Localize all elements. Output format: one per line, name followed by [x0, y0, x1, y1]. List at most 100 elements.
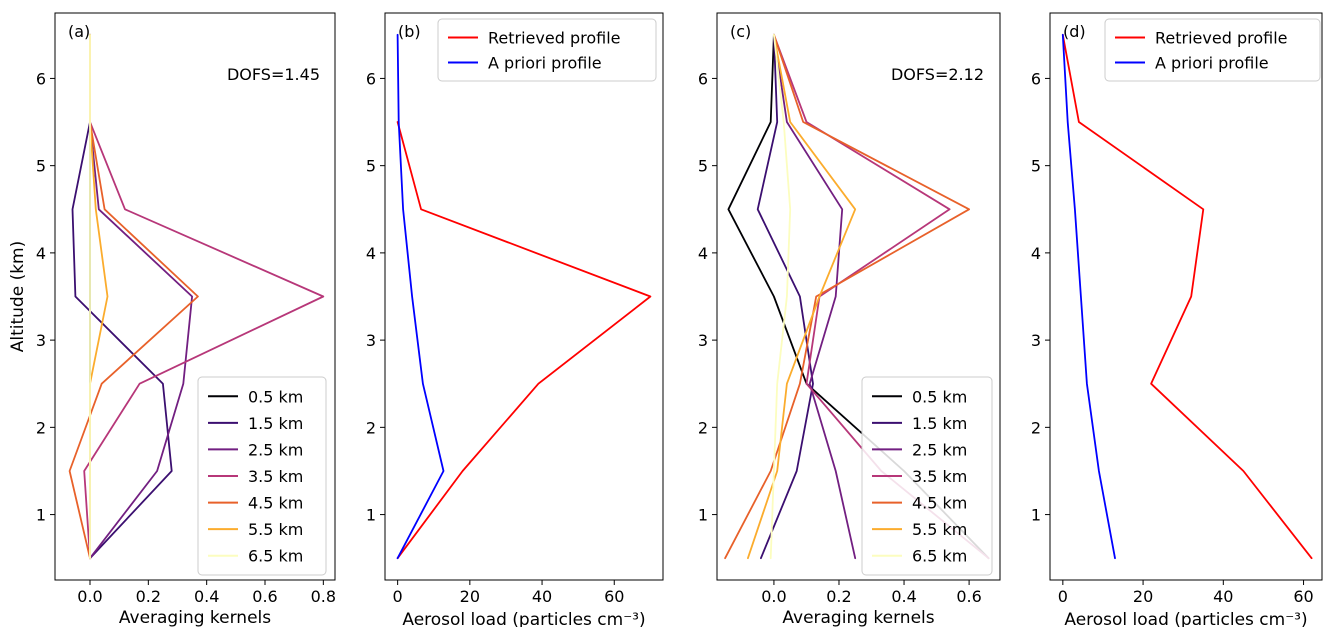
legend-entry: 6.5 km	[912, 547, 967, 566]
chart-panel-c: 0.0 0.2 0.4 0.6 1 2 3 4 5 6 Averaging kernels (c) DO…	[698, 12, 1001, 627]
axes-frame	[1049, 12, 1323, 581]
y-tick-label: 1	[36, 506, 46, 525]
series-lines	[396, 33, 652, 560]
y-tick-label: 5	[698, 157, 708, 176]
x-tick-label: 0.0	[761, 587, 786, 606]
legend-entry: 5.5 km	[248, 520, 303, 539]
x-tick-label: 0.2	[826, 587, 851, 606]
series-line-1.5-km	[71, 33, 173, 560]
chart-panel-b: 0 20 40 60 1 2 3 4 5 6 Aerosol load (particles cm⁻…	[366, 12, 664, 627]
series-line-5.5-km	[747, 33, 857, 560]
x-tick-label: 0	[1058, 587, 1068, 606]
y-tick-label: 3	[1031, 331, 1041, 350]
x-tick-label: 0.6	[956, 587, 981, 606]
y-tick-label: 6	[698, 69, 708, 88]
y-axis-label: Altitude (km)	[8, 241, 28, 353]
y-tick-label: 1	[698, 506, 708, 525]
panel-label: (b)	[398, 22, 421, 41]
y-tick-label: 2	[36, 418, 46, 437]
dofs-annotation: DOFS=1.45	[227, 65, 320, 84]
legend-entry: 1.5 km	[248, 414, 303, 433]
legend-entry: 0.5 km	[912, 387, 967, 406]
legend-entry: A priori profile	[488, 54, 602, 73]
series-line-retrieved-profile	[396, 121, 652, 560]
x-tick-label: 0.8	[311, 587, 336, 606]
x-tick-label: 0.4	[194, 587, 219, 606]
series-lines	[68, 33, 325, 560]
series-line-2.5-km	[773, 33, 857, 560]
axes-frame	[384, 12, 664, 581]
legend-entry: 5.5 km	[912, 520, 967, 539]
y-tick-label: 5	[36, 157, 46, 176]
legend-entry: 0.5 km	[248, 387, 303, 406]
x-tick-label: 20	[460, 587, 480, 606]
y-tick-label: 5	[1031, 157, 1041, 176]
x-tick-label: 0.4	[891, 587, 916, 606]
y-tick-label: 4	[698, 244, 708, 263]
panel-label: (c)	[730, 22, 751, 41]
legend-entry: 2.5 km	[912, 440, 967, 459]
x-tick-label: 0.0	[77, 587, 102, 606]
legend: Retrieved profile A priori profile	[1104, 18, 1321, 82]
legend-entry: 3.5 km	[912, 467, 967, 486]
series-line-a-priori-profile	[396, 33, 445, 560]
x-tick-label: 0.6	[252, 587, 277, 606]
y-tick-label: 1	[1031, 506, 1041, 525]
legend-entry: 2.5 km	[248, 440, 303, 459]
y-tick-label: 3	[698, 331, 708, 350]
series-line-4.5-km	[724, 33, 970, 560]
series-lines	[1061, 33, 1313, 560]
chart-panel-d: 0 20 40 60 1 2 3 4 5 6 Aerosol load (particles cm⁻…	[1031, 12, 1323, 627]
x-tick-label: 0.2	[136, 587, 161, 606]
legend: 0.5 km 1.5 km 2.5 km 3.5 km 4.5 km 5.5 km 6.5 …	[197, 376, 327, 576]
series-line-2.5-km	[89, 33, 194, 560]
series-line-5.5-km	[89, 33, 109, 560]
series-line-a-priori-profile	[1061, 33, 1116, 560]
x-tick-label: 60	[1293, 587, 1313, 606]
x-axis-label: Aerosol load (particles cm⁻³)	[402, 610, 645, 627]
legend-entry: A priori profile	[1155, 54, 1269, 73]
y-tick-label: 1	[366, 506, 376, 525]
y-tick-label: 6	[1031, 69, 1041, 88]
legend-box	[1104, 18, 1321, 82]
y-tick-label: 2	[1031, 418, 1041, 437]
legend-entry: 6.5 km	[248, 547, 303, 566]
y-tick-label: 6	[36, 69, 46, 88]
legend-entry: 4.5 km	[912, 494, 967, 513]
panel-label: (a)	[68, 22, 90, 41]
legend-box	[861, 376, 993, 576]
y-tick-label: 5	[366, 157, 376, 176]
legend: 0.5 km 1.5 km 2.5 km 3.5 km 4.5 km 5.5 km 6.5 …	[861, 376, 993, 576]
y-tick-label: 2	[698, 418, 708, 437]
legend-entry: Retrieved profile	[488, 29, 620, 48]
x-tick-label: 40	[1213, 587, 1233, 606]
chart-panel-a: 0.0 0.2 0.4 0.6 0.8 1 2 3 4 5 6 Averaging kernels Al…	[8, 12, 336, 627]
y-tick-label: 2	[366, 418, 376, 437]
axes-frame	[716, 12, 1001, 581]
y-tick-label: 4	[1031, 244, 1041, 263]
y-tick-label: 4	[36, 244, 46, 263]
legend-box	[197, 376, 327, 576]
legend-entry: 4.5 km	[248, 494, 303, 513]
y-tick-label: 3	[366, 331, 376, 350]
axes-frame	[54, 12, 336, 581]
legend: Retrieved profile A priori profile	[437, 18, 657, 82]
x-tick-label: 0	[393, 587, 403, 606]
legend-entry: Retrieved profile	[1155, 29, 1287, 48]
panel-label: (d)	[1063, 22, 1086, 41]
series-line-retrieved-profile	[1061, 33, 1313, 560]
legend-entry: 3.5 km	[248, 467, 303, 486]
y-tick-label: 3	[36, 331, 46, 350]
x-tick-label: 20	[1133, 587, 1153, 606]
series-line-6.5-km	[769, 33, 792, 560]
legend-entry: 1.5 km	[912, 414, 967, 433]
legend-box	[437, 18, 657, 82]
y-tick-label: 6	[366, 69, 376, 88]
x-axis-label: Averaging kernels	[119, 608, 271, 627]
series-line-1.5-km	[756, 33, 814, 560]
x-axis-label: Averaging kernels	[782, 608, 934, 627]
x-tick-label: 60	[604, 587, 624, 606]
x-tick-label: 40	[532, 587, 552, 606]
series-line-4.5-km	[68, 33, 199, 560]
